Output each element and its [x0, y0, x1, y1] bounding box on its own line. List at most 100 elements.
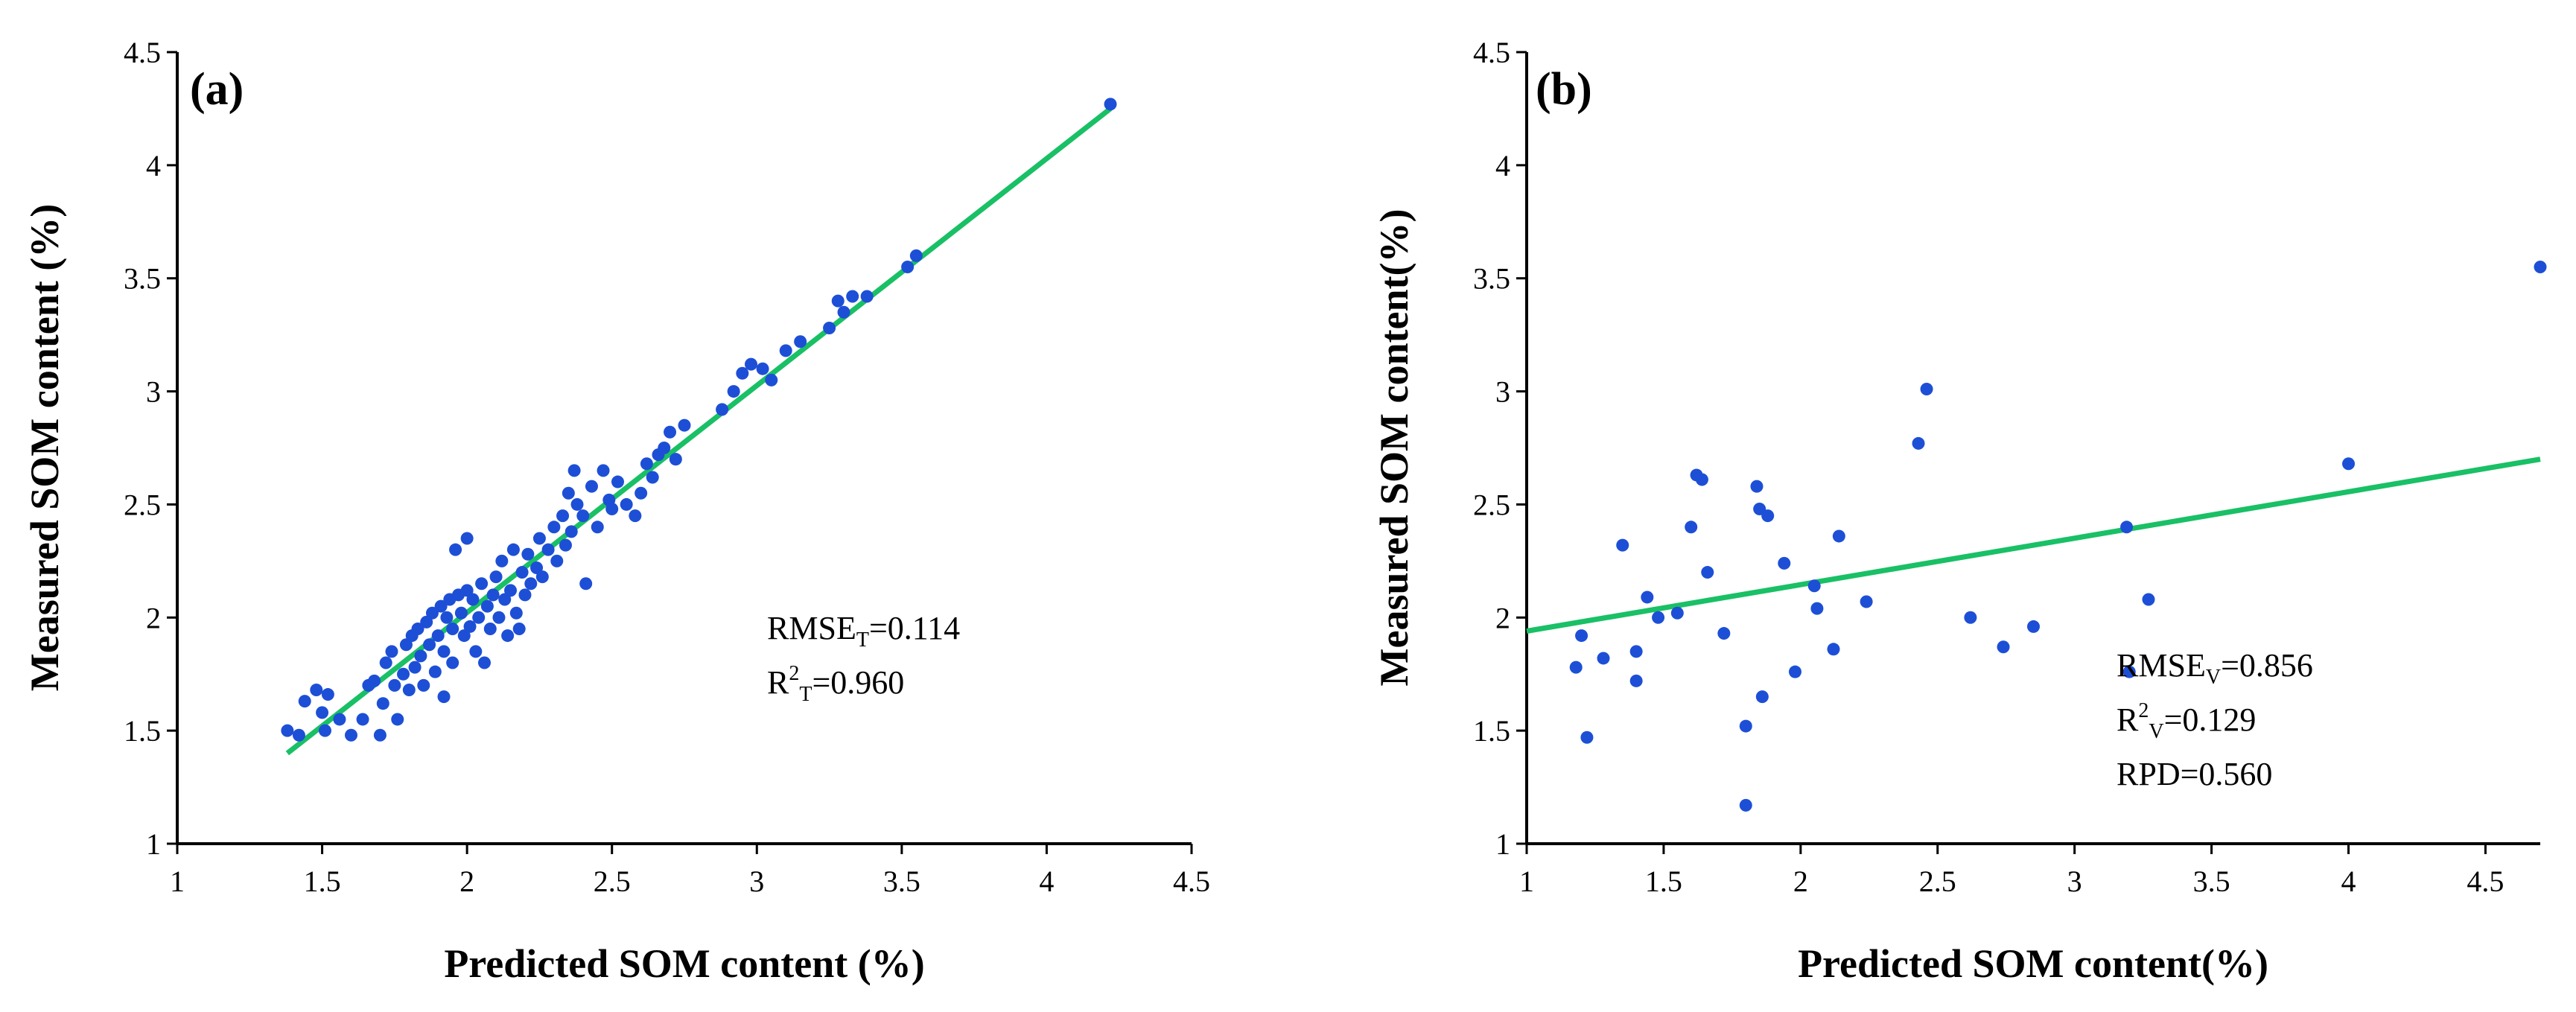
panel-b-y-tick-label: 3: [1495, 375, 1510, 409]
panel-a-data-point: [765, 373, 778, 386]
panel-a-data-point: [515, 566, 529, 579]
panel-a-data-point: [298, 695, 311, 708]
panel-a-data-point: [457, 629, 471, 643]
panel-a-data-point: [408, 661, 422, 674]
panel-b-y-tick-label: 3.5: [1473, 262, 1510, 296]
panel-b-fit-line: [1526, 456, 2541, 634]
panel-b-data-point: [1695, 473, 1708, 486]
panel-a-data-point: [472, 611, 486, 624]
panel-a-data-point: [373, 728, 387, 742]
panel-a-data-point: [492, 611, 506, 624]
panel-a-x-tick-label: 4.5: [1173, 865, 1210, 898]
panel-b-x-tick-label: 2: [1793, 865, 1808, 898]
panel-b-data-point: [2534, 261, 2547, 274]
panel-a-data-point: [469, 645, 483, 658]
panel-a-data-point: [646, 471, 659, 484]
panel-a-data-point: [466, 593, 480, 606]
panel-a-data-point: [846, 290, 859, 303]
panel-a-y-axis-label: Measured SOM content (%): [22, 204, 67, 691]
panel-a-data-point: [547, 521, 561, 534]
panel-a-data-point: [480, 599, 494, 613]
panel-a-data-point: [344, 728, 357, 742]
panel-a-data-point: [385, 645, 398, 658]
panel-b-x-tick-label: 2.5: [1919, 865, 1956, 898]
panel-a-data-point: [434, 599, 448, 613]
panel-a-data-point: [460, 584, 474, 597]
panel-a-data-point: [399, 638, 413, 652]
panel-b-data-point: [1755, 690, 1769, 704]
panel-b-y-tick-label: 1: [1495, 827, 1510, 861]
panel-a-data-point: [576, 509, 590, 523]
panel-b-data-point: [1750, 480, 1764, 493]
panel-b-data-point: [2120, 521, 2134, 534]
panel-a-label: (a): [190, 64, 244, 115]
panel-b-data-point: [1810, 602, 1824, 615]
panel-a-data-point: [463, 620, 477, 633]
panel-a-data-point: [620, 497, 633, 511]
panel-a-data-point: [550, 554, 564, 567]
panel-a-data-point: [506, 543, 520, 556]
panel-a-x-tick-label: 2: [459, 865, 474, 898]
panel-a-data-point: [501, 629, 515, 643]
panel-a-data-point: [736, 366, 749, 380]
panel-b-label: (b): [1536, 64, 1592, 115]
panel-a-data-point: [909, 249, 923, 262]
panel-b-x-tick-label: 3.5: [2193, 865, 2230, 898]
panel-a-x-tick-label: 2.5: [594, 865, 631, 898]
panel-b-x-tick-label: 4: [2341, 865, 2356, 898]
panel-a-data-point: [414, 649, 427, 663]
panel-a-data-point: [745, 357, 758, 371]
panel-a-y-tick-label: 4.5: [124, 36, 161, 69]
panel-a-data-point: [454, 606, 468, 620]
panel-a-y-tick-label: 3.5: [124, 262, 161, 296]
panel-b-y-tick-label: 1.5: [1473, 714, 1510, 748]
panel-a-data-point: [562, 486, 575, 500]
panel-a-data-point: [483, 622, 497, 635]
panel-b-data-point: [2122, 665, 2136, 678]
panel-a-data-point: [431, 629, 445, 643]
panel-a-data-point: [727, 385, 740, 398]
panel-a-data-point: [417, 678, 430, 692]
panel-a-data-point: [565, 525, 578, 538]
panel-a-data-point: [333, 713, 346, 726]
panel-a-data-point: [716, 403, 729, 416]
panel-b-data-point: [1575, 629, 1588, 643]
panel-a-data-point: [611, 475, 624, 489]
panel-a-data-point: [402, 683, 416, 696]
panel-b-y-axis-label: Measured SOM content(%): [1372, 209, 1416, 687]
panel-a-data-point: [535, 570, 549, 584]
panel-a-data-point: [901, 261, 915, 274]
panel-a-data-point: [669, 453, 682, 466]
panel-a-data-point: [318, 724, 331, 737]
panel-a-x-tick-label: 3.5: [883, 865, 920, 898]
panel-a-data-point: [489, 570, 503, 584]
panel-a-data-point: [756, 362, 769, 375]
panel-a-data-point: [486, 588, 500, 602]
panel-a-data-point: [541, 543, 555, 556]
panel-a: 1 1.5 2 2.5 3 3.5 4 4.5 1 1.5 2 2.5 3 3.5 4 4.5 (a) Pr…: [22, 36, 1210, 986]
panel-a-data-point: [411, 622, 424, 635]
panel-a-y-tick-label: 1.5: [124, 714, 161, 748]
panel-a-x-axis-label: Predicted SOM content (%): [444, 941, 924, 986]
panel-a-data-point: [532, 532, 546, 545]
panel-b-data-point: [2342, 457, 2356, 471]
panel-a-data-point: [495, 554, 509, 567]
panel-a-data-point: [1104, 98, 1117, 111]
panel-a-data-point: [585, 480, 598, 493]
panel-a-data-point: [292, 728, 305, 742]
panel-b-data-point: [1685, 521, 1698, 534]
panel-a-data-point: [475, 577, 489, 591]
panel-b-stat-0: RMSEV=0.856: [2117, 647, 2313, 689]
panel-a-data-point: [512, 622, 526, 635]
panel-b-data-point: [1832, 529, 1845, 543]
panel-b-y-tick-label: 4: [1495, 149, 1510, 182]
panel-a-x-tick-label: 4: [1039, 865, 1054, 898]
panel-b-data-point: [1912, 436, 1925, 450]
panel-a-data-point: [368, 674, 381, 687]
panel-b-data-point: [1652, 611, 1665, 624]
panel-a-data-point: [664, 425, 677, 439]
panel-b-x-tick-label: 1.5: [1645, 865, 1682, 898]
panel-a-data-point: [831, 294, 845, 308]
panel-a-data-point: [521, 547, 535, 561]
panel-a-y-tick-label: 3: [146, 375, 161, 409]
